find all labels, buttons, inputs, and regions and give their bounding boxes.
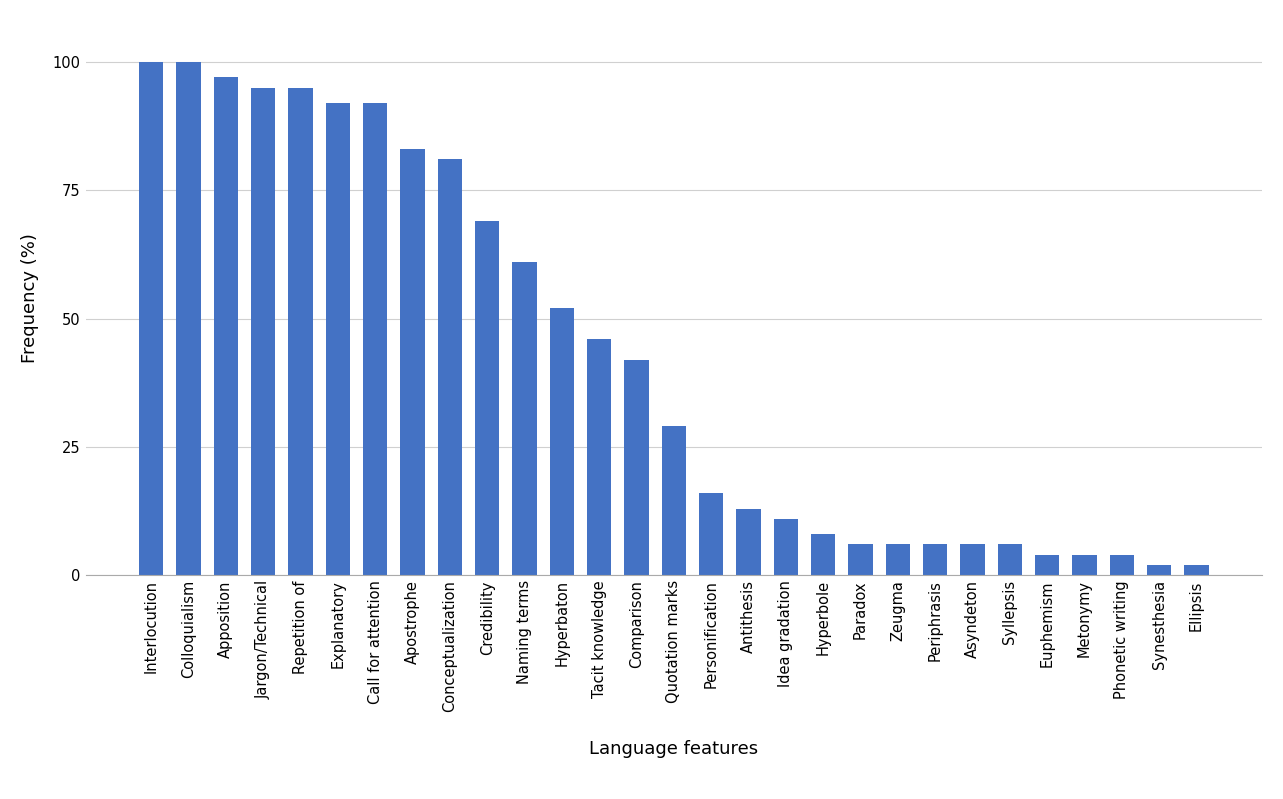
Bar bbox=[848, 544, 872, 575]
Bar bbox=[251, 88, 276, 575]
Bar bbox=[400, 149, 425, 575]
Bar bbox=[1110, 555, 1134, 575]
Bar bbox=[699, 493, 724, 575]
Bar bbox=[774, 519, 798, 575]
Bar bbox=[922, 544, 947, 575]
Bar bbox=[885, 544, 910, 575]
Bar bbox=[998, 544, 1023, 575]
Bar bbox=[625, 360, 649, 575]
Bar bbox=[1035, 555, 1060, 575]
Bar bbox=[961, 544, 984, 575]
Bar bbox=[662, 427, 686, 575]
Bar bbox=[289, 88, 313, 575]
X-axis label: Language features: Language features bbox=[589, 740, 758, 757]
Bar bbox=[512, 262, 536, 575]
Bar bbox=[475, 221, 499, 575]
Bar bbox=[363, 103, 387, 575]
Bar bbox=[549, 308, 574, 575]
Bar bbox=[176, 62, 200, 575]
Bar bbox=[1147, 565, 1171, 575]
Bar bbox=[588, 339, 611, 575]
Bar bbox=[214, 78, 239, 575]
Bar bbox=[1184, 565, 1209, 575]
Bar bbox=[1073, 555, 1097, 575]
Bar bbox=[326, 103, 350, 575]
Bar bbox=[736, 508, 761, 575]
Bar bbox=[811, 535, 835, 575]
Bar bbox=[139, 62, 163, 575]
Bar bbox=[438, 160, 462, 575]
Y-axis label: Frequency (%): Frequency (%) bbox=[21, 233, 38, 363]
